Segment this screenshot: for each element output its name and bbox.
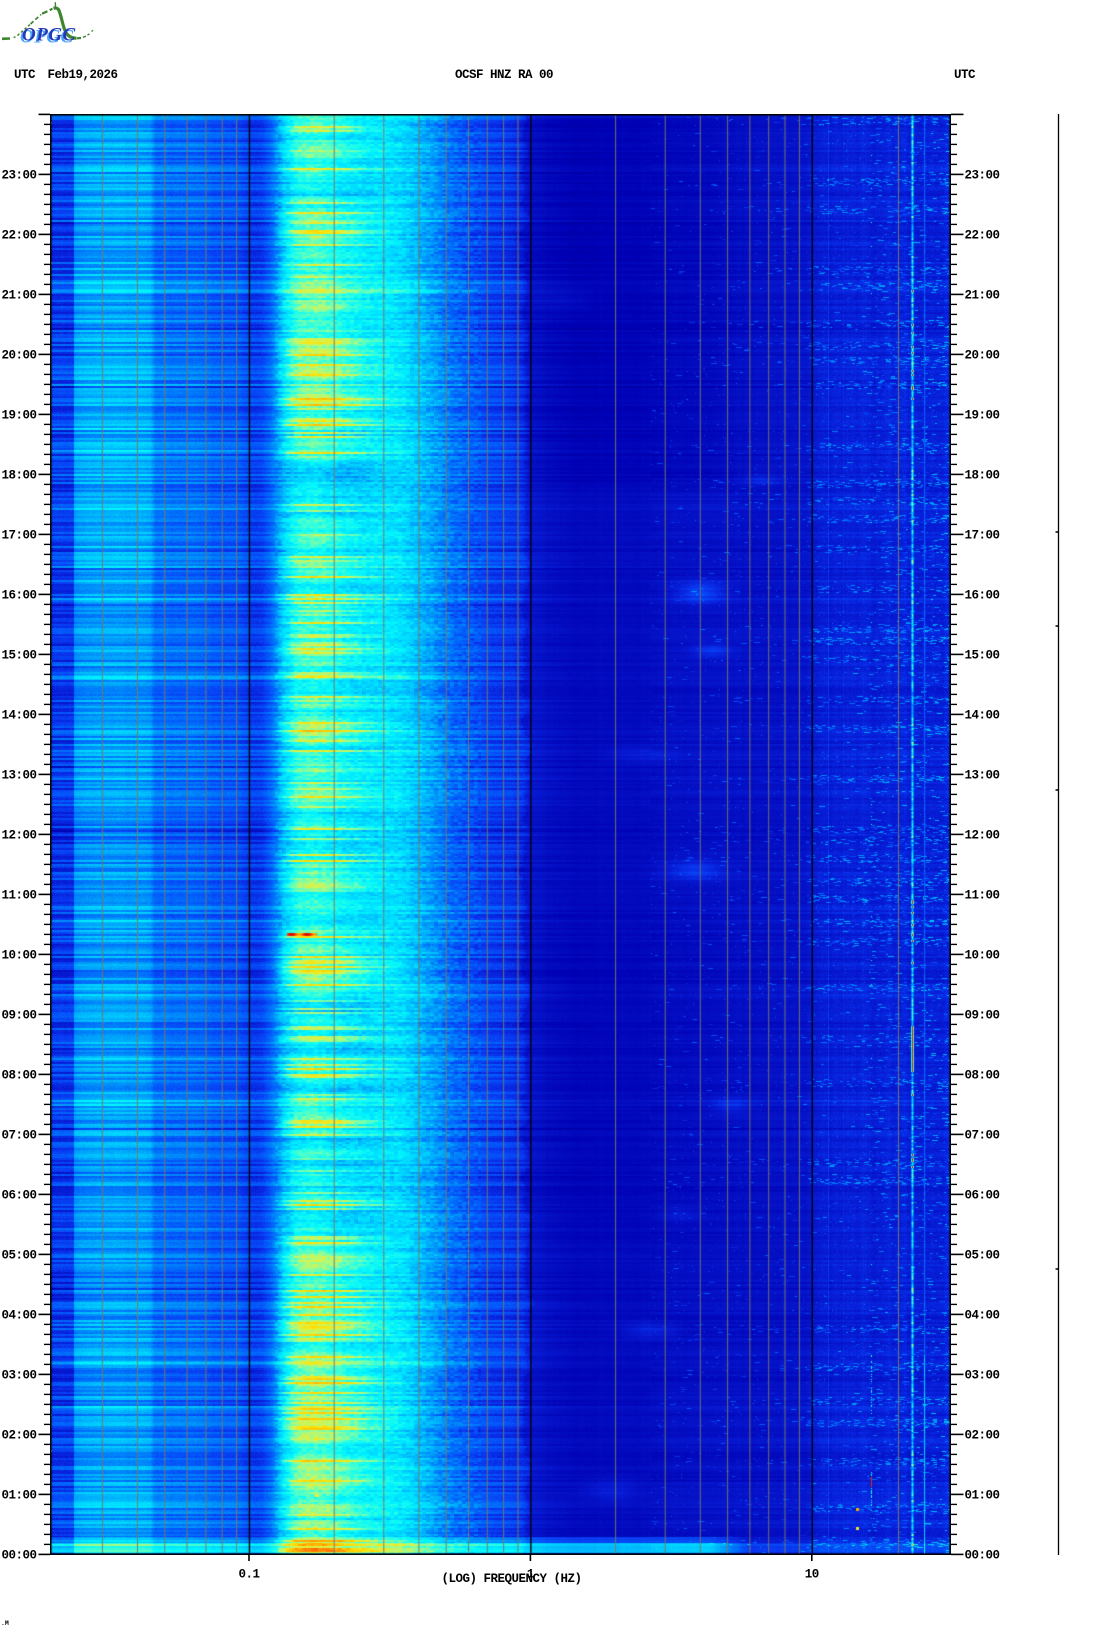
svg-text:10:00: 10:00	[965, 949, 1000, 963]
svg-text:02:00: 02:00	[965, 1429, 1000, 1443]
svg-text:06:00: 06:00	[1, 1189, 36, 1203]
svg-text:13:00: 13:00	[965, 769, 1000, 783]
svg-text:02:00: 02:00	[1, 1429, 36, 1443]
svg-text:01:00: 01:00	[1, 1489, 36, 1503]
svg-text:1: 1	[527, 1568, 534, 1582]
svg-text:12:00: 12:00	[1, 829, 36, 843]
svg-text:11:00: 11:00	[1, 889, 36, 903]
svg-text:05:00: 05:00	[965, 1249, 1000, 1263]
svg-text:13:00: 13:00	[1, 769, 36, 783]
svg-text:00:00: 00:00	[965, 1549, 1000, 1563]
svg-text:11:00: 11:00	[965, 889, 1000, 903]
svg-text:16:00: 16:00	[1, 589, 36, 603]
svg-text:03:00: 03:00	[965, 1369, 1000, 1383]
svg-text:01:00: 01:00	[965, 1489, 1000, 1503]
svg-text:22:00: 22:00	[1, 229, 36, 243]
svg-text:18:00: 18:00	[1, 469, 36, 483]
svg-text:06:00: 06:00	[965, 1189, 1000, 1203]
svg-text:OPGC: OPGC	[20, 27, 74, 48]
svg-text:08:00: 08:00	[965, 1069, 1000, 1083]
svg-text:.M: .M	[1, 1620, 9, 1627]
svg-text:23:00: 23:00	[1, 169, 36, 183]
svg-text:16:00: 16:00	[965, 589, 1000, 603]
svg-text:21:00: 21:00	[1, 289, 36, 303]
svg-text:08:00: 08:00	[1, 1069, 36, 1083]
svg-text:20:00: 20:00	[965, 349, 1000, 363]
svg-text:17:00: 17:00	[965, 529, 1000, 543]
svg-text:09:00: 09:00	[965, 1009, 1000, 1023]
svg-text:19:00: 19:00	[965, 409, 1000, 423]
svg-text:0.1: 0.1	[238, 1568, 259, 1582]
svg-text:03:00: 03:00	[1, 1369, 36, 1383]
svg-text:OPGC: OPGC	[22, 25, 76, 46]
svg-text:18:00: 18:00	[965, 469, 1000, 483]
svg-text:10: 10	[805, 1568, 819, 1582]
svg-text:21:00: 21:00	[965, 289, 1000, 303]
svg-text:05:00: 05:00	[1, 1249, 36, 1263]
svg-text:00:00: 00:00	[1, 1549, 36, 1563]
svg-text:14:00: 14:00	[965, 709, 1000, 723]
svg-text:(LOG) FREQUENCY (HZ): (LOG) FREQUENCY (HZ)	[441, 1572, 581, 1586]
svg-text:07:00: 07:00	[1, 1129, 36, 1143]
svg-text:07:00: 07:00	[965, 1129, 1000, 1143]
svg-text:10:00: 10:00	[1, 949, 36, 963]
svg-text:20:00: 20:00	[1, 349, 36, 363]
svg-text:04:00: 04:00	[965, 1309, 1000, 1323]
svg-text:22:00: 22:00	[965, 229, 1000, 243]
svg-text:15:00: 15:00	[1, 649, 36, 663]
svg-text:17:00: 17:00	[1, 529, 36, 543]
svg-text:19:00: 19:00	[1, 409, 36, 423]
svg-text:15:00: 15:00	[965, 649, 1000, 663]
svg-text:14:00: 14:00	[1, 709, 36, 723]
svg-text:23:00: 23:00	[965, 169, 1000, 183]
svg-text:04:00: 04:00	[1, 1309, 36, 1323]
svg-text:09:00: 09:00	[1, 1009, 36, 1023]
svg-text:12:00: 12:00	[965, 829, 1000, 843]
